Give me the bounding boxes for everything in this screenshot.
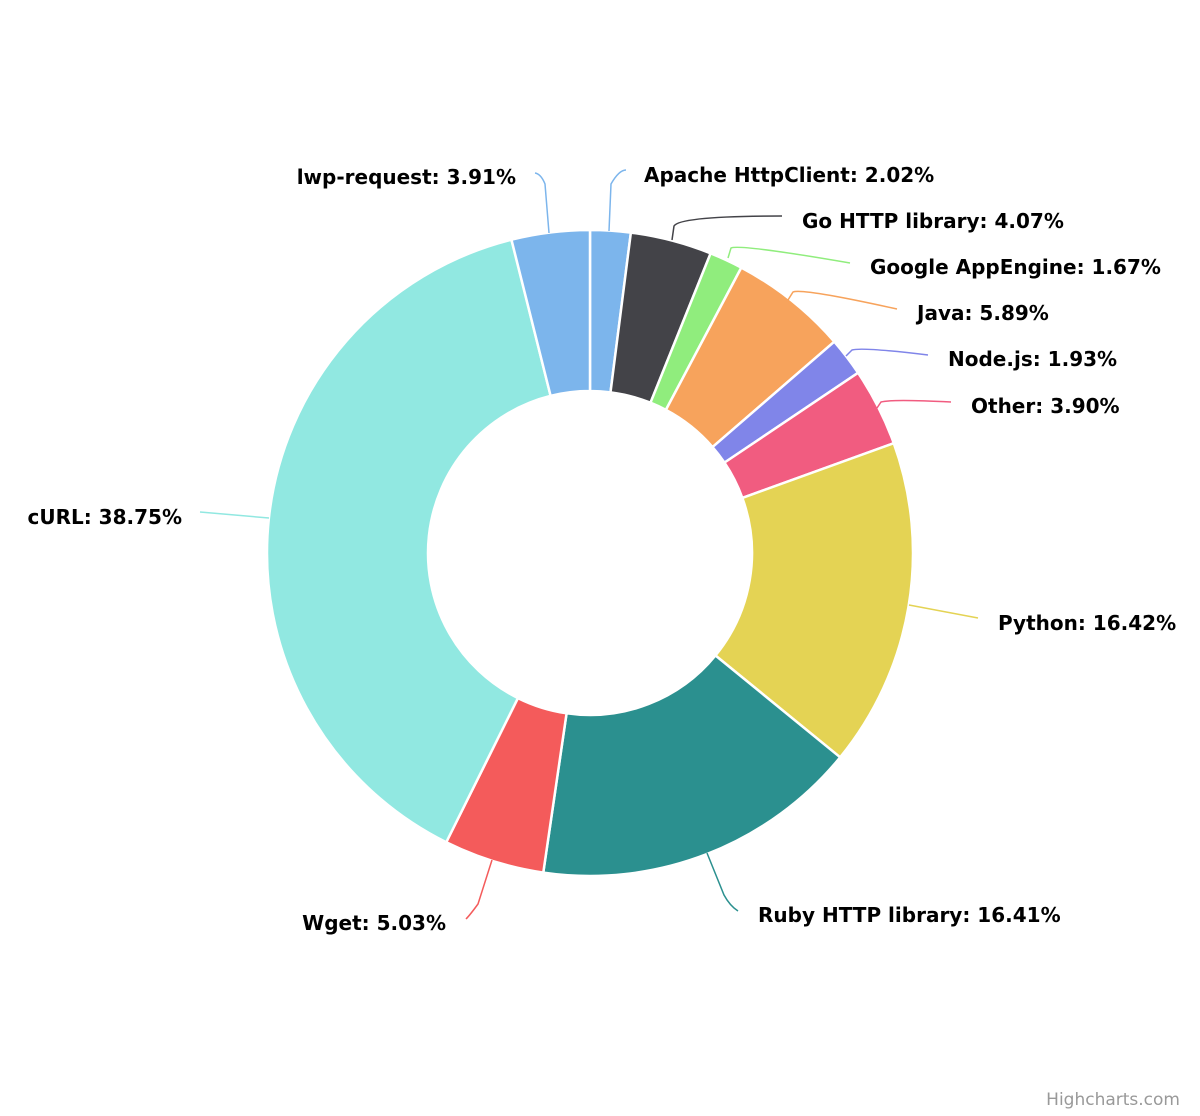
slice-lwp-request[interactable] bbox=[510, 228, 592, 398]
connector-apache-httpclient bbox=[608, 169, 627, 232]
slices-layer bbox=[265, 228, 915, 878]
label-curl: cURL: 38.75% bbox=[27, 505, 182, 529]
slice-ruby-http-library[interactable] bbox=[542, 654, 842, 878]
connector-wget bbox=[465, 859, 493, 920]
slice-python[interactable] bbox=[714, 441, 915, 759]
label-lwp-request: lwp-request: 3.91% bbox=[297, 165, 516, 189]
label-node-js: Node.js: 1.93% bbox=[948, 347, 1117, 371]
label-ruby-http-library: Ruby HTTP library: 16.41% bbox=[758, 903, 1061, 927]
connectors-layer bbox=[199, 169, 979, 920]
connector-curl bbox=[199, 511, 270, 519]
labels-layer: Apache HttpClient: 2.02% Go HTTP library:… bbox=[27, 163, 1176, 935]
connector-lwp-request bbox=[534, 172, 550, 234]
label-apache-httpclient: Apache HttpClient: 2.02% bbox=[644, 163, 934, 187]
label-go-http-library: Go HTTP library: 4.07% bbox=[802, 209, 1064, 233]
highcharts-credit-link[interactable]: Highcharts.com bbox=[1046, 1090, 1180, 1110]
connector-node-js bbox=[845, 348, 929, 357]
connector-ruby-http-library bbox=[706, 852, 739, 912]
label-other: Other: 3.90% bbox=[971, 394, 1120, 418]
label-java: Java: 5.89% bbox=[915, 301, 1049, 325]
label-wget: Wget: 5.03% bbox=[302, 911, 446, 935]
slice-curl[interactable] bbox=[265, 238, 552, 844]
connector-java bbox=[787, 290, 898, 310]
connector-other bbox=[876, 399, 952, 409]
connector-go-http-library bbox=[671, 215, 783, 241]
connector-python bbox=[908, 604, 979, 619]
label-python: Python: 16.42% bbox=[998, 611, 1176, 635]
label-google-appengine: Google AppEngine: 1.67% bbox=[870, 255, 1161, 279]
connector-google-appengine bbox=[727, 246, 851, 264]
